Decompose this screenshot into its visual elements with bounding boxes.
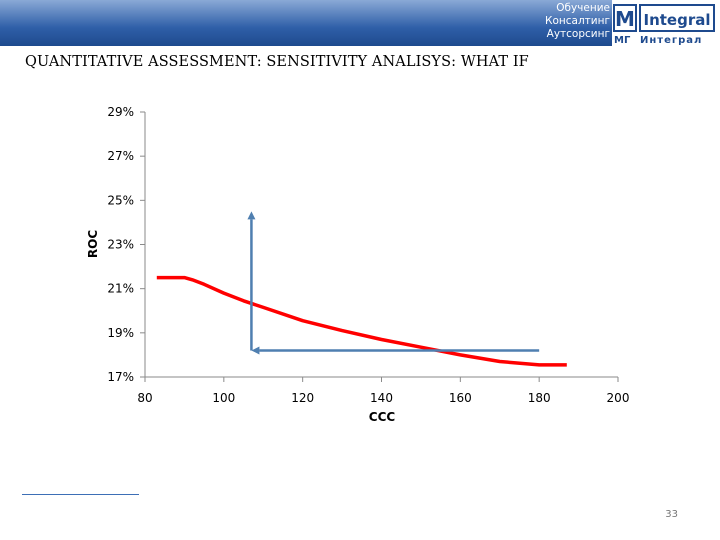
arrow-head (251, 346, 260, 355)
company-logo: M Integral МГ Интеграл (613, 4, 715, 46)
logo-top-left: M (615, 7, 635, 31)
y-axis-label: ROC (86, 230, 100, 258)
x-tick-label: 160 (449, 391, 472, 405)
x-tick-label: 180 (528, 391, 551, 405)
chart-axes: 17% 19% 21% 23% 25% 27% 29% 80 100 120 140 160 180 20… (107, 105, 629, 405)
logo-frame-left (613, 4, 637, 32)
y-tick-label: 29% (107, 105, 134, 119)
tagline-line-3: Аутсорсинг (546, 28, 610, 40)
logo-top-right: Integral (643, 11, 710, 29)
logo-bottom-right: Интеграл (640, 35, 702, 46)
chart-arrows (247, 211, 540, 355)
y-tick-label: 17% (107, 370, 134, 384)
footnote-divider (22, 494, 139, 495)
slide-title: QUANTITATIVE ASSESSMENT: SENSITIVITY ANA… (25, 54, 529, 70)
x-tick-label: 80 (137, 391, 152, 405)
x-tick-label: 120 (291, 391, 314, 405)
logo-bottom-left: МГ (614, 35, 631, 46)
x-tick-label: 100 (212, 391, 235, 405)
x-axis-label: CCC (369, 410, 396, 424)
series-line (156, 275, 567, 367)
tagline-line-2: Консалтинг (545, 15, 610, 27)
x-tick-label: 140 (370, 391, 393, 405)
header-band (0, 0, 720, 46)
chart-series (156, 275, 567, 367)
y-tick-label: 27% (107, 149, 134, 163)
header-tagline: Обучение Консалтинг Аутсорсинг (490, 2, 610, 41)
header-logo-area (612, 0, 720, 46)
arrow-head (247, 211, 256, 220)
y-tick-label: 19% (107, 326, 134, 340)
page-number: 33 (665, 509, 678, 520)
tagline-line-1: Обучение (556, 2, 610, 14)
x-tick-label: 200 (607, 391, 630, 405)
y-tick-label: 23% (107, 238, 134, 252)
y-tick-label: 21% (107, 282, 134, 296)
logo-frame-right (639, 4, 715, 32)
y-tick-label: 25% (107, 193, 134, 207)
